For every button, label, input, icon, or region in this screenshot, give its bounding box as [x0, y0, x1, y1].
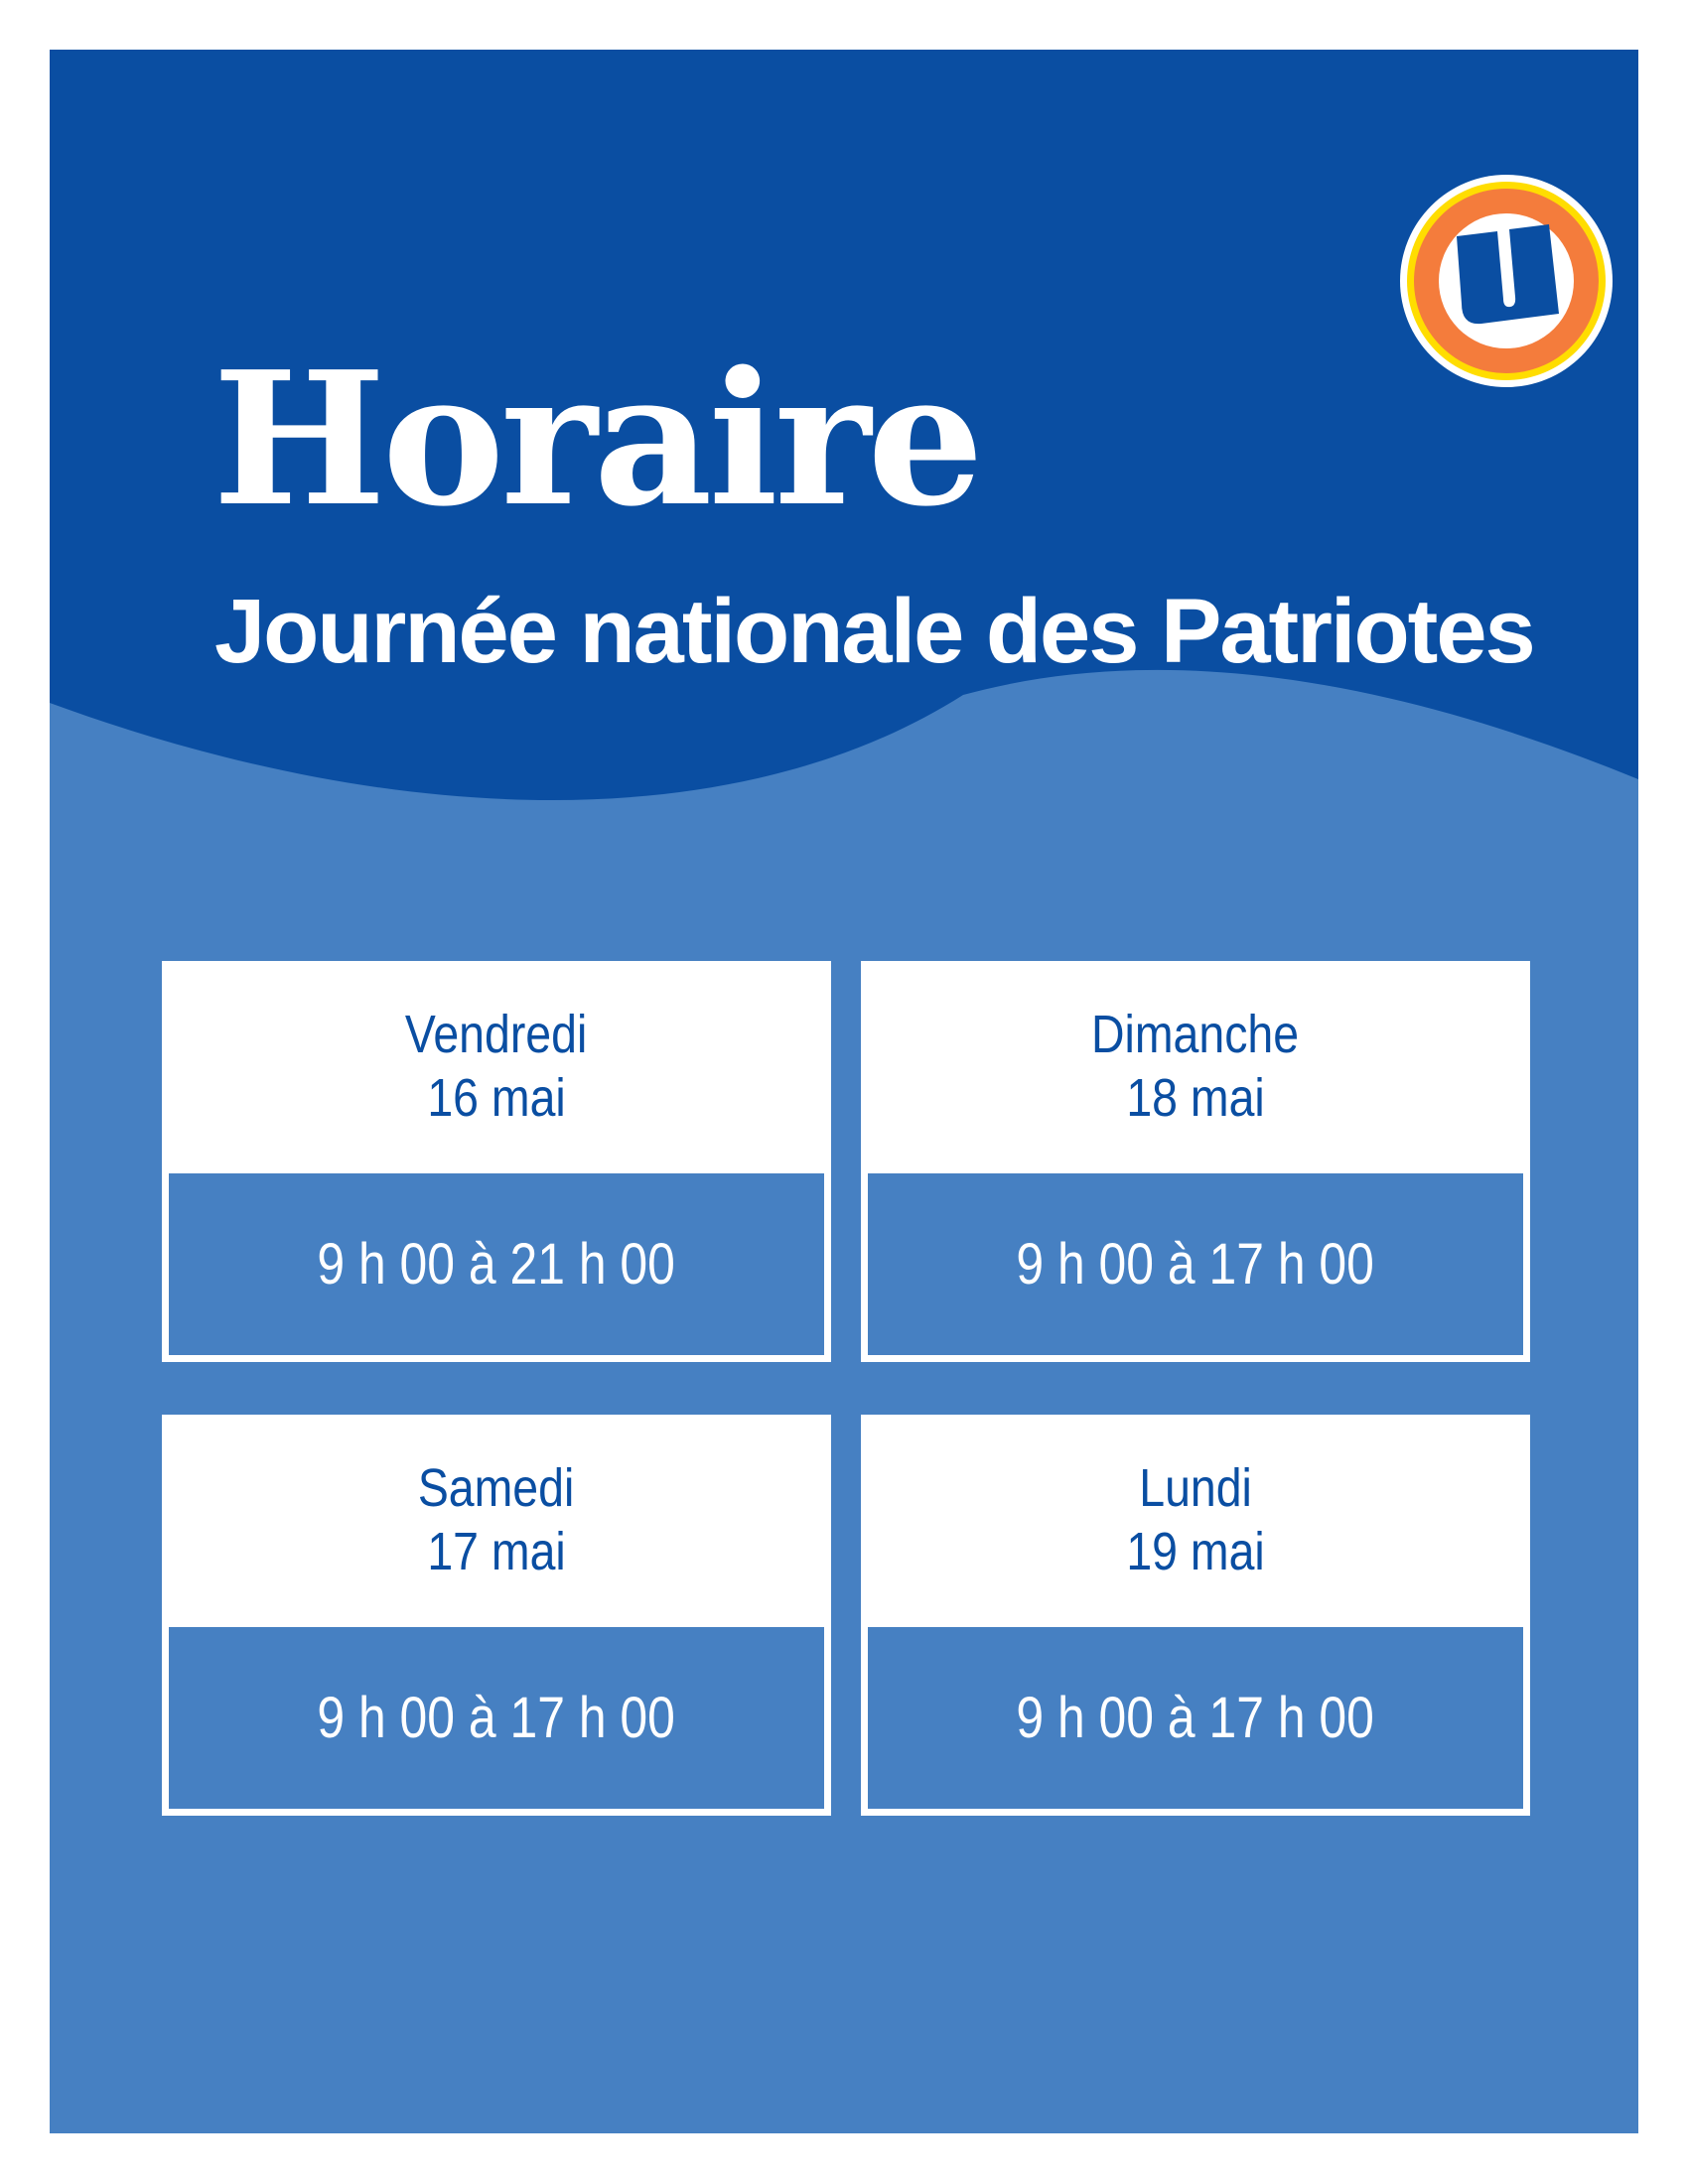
poster: Horaire Journée nationale des Patriotes … — [50, 50, 1638, 2133]
date-label: 18 mai — [1126, 1068, 1265, 1128]
page-title: Horaire — [212, 331, 984, 547]
day-label: Vendredi — [405, 1005, 588, 1065]
schedule-card-friday: Vendredi 16 mai 9 h 00 à 21 h 00 — [162, 961, 831, 1362]
page-subtitle: Journée nationale des Patriotes — [214, 581, 1536, 682]
date-label: 16 mai — [427, 1068, 566, 1128]
date-label: 19 mai — [1126, 1522, 1265, 1581]
hours-label: 9 h 00 à 17 h 00 — [1016, 1686, 1375, 1750]
day-label: Dimanche — [1091, 1005, 1300, 1065]
schedule-card-saturday: Samedi 17 mai 9 h 00 à 17 h 00 — [162, 1415, 831, 1816]
hours-label: 9 h 00 à 21 h 00 — [317, 1232, 676, 1297]
schedule-card-monday: Lundi 19 mai 9 h 00 à 17 h 00 — [861, 1415, 1530, 1816]
header-wave-background — [50, 50, 1638, 801]
schedule-card-sunday: Dimanche 18 mai 9 h 00 à 17 h 00 — [861, 961, 1530, 1362]
day-label: Lundi — [1139, 1458, 1252, 1519]
date-label: 17 mai — [427, 1522, 566, 1581]
hours-label: 9 h 00 à 17 h 00 — [1016, 1232, 1375, 1297]
u-logo — [1400, 175, 1613, 387]
hours-label: 9 h 00 à 17 h 00 — [317, 1686, 676, 1750]
day-label: Samedi — [418, 1458, 575, 1519]
